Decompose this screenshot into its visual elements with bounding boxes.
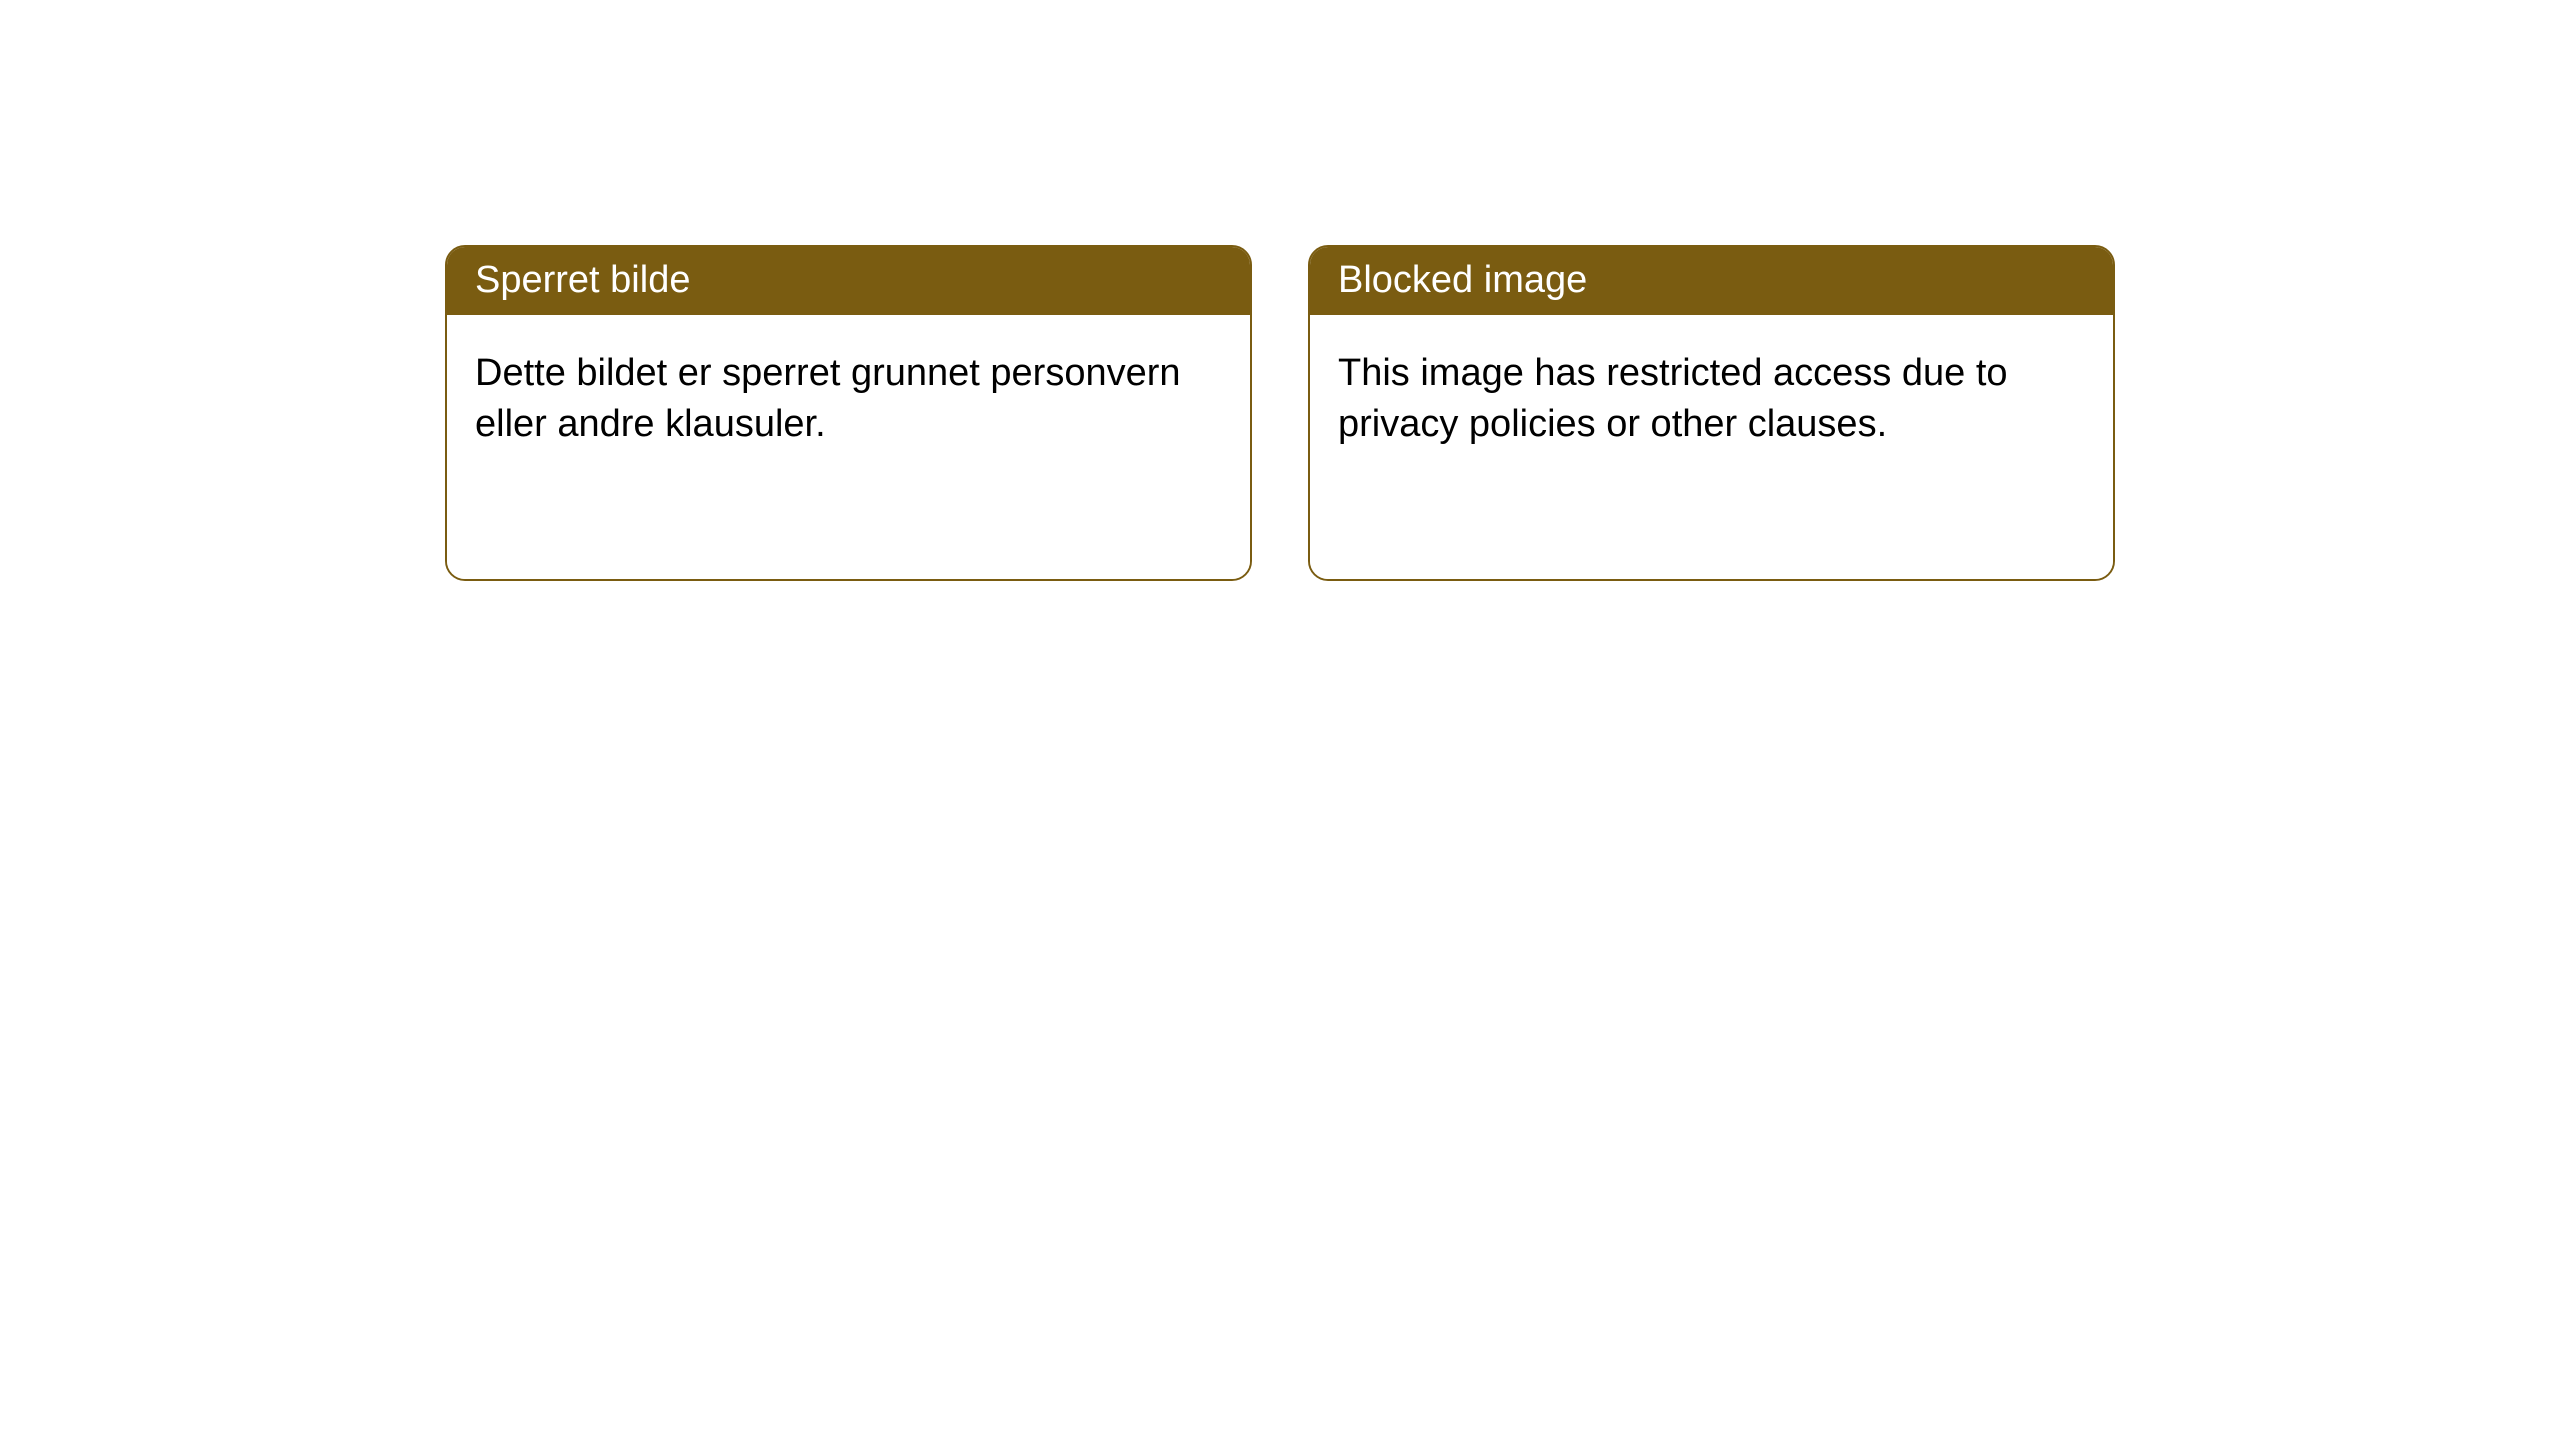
notice-body: Dette bildet er sperret grunnet personve… (447, 315, 1250, 579)
notice-card-english: Blocked image This image has restricted … (1308, 245, 2115, 581)
notice-header: Blocked image (1310, 247, 2113, 315)
notice-card-norwegian: Sperret bilde Dette bildet er sperret gr… (445, 245, 1252, 581)
notice-header: Sperret bilde (447, 247, 1250, 315)
notice-container: Sperret bilde Dette bildet er sperret gr… (445, 245, 2115, 1440)
notice-body: This image has restricted access due to … (1310, 315, 2113, 579)
